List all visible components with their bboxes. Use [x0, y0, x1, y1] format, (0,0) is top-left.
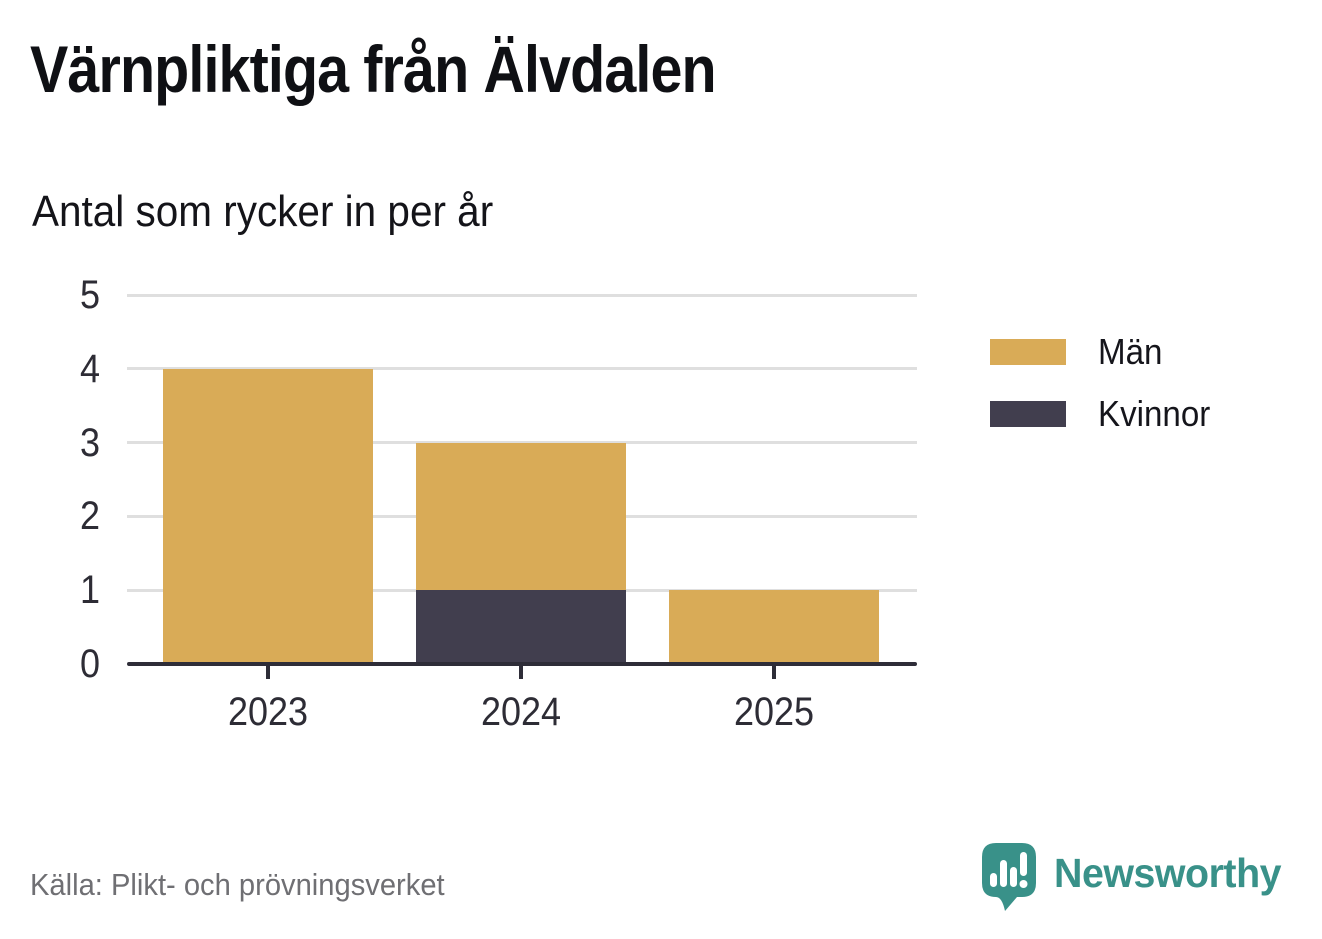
- x-axis-tick: [771, 666, 776, 679]
- newsworthy-wordmark: Newsworthy: [1054, 850, 1282, 896]
- bar-segment-2024-män: [415, 442, 626, 591]
- gridline-y5: [127, 293, 917, 297]
- source-note: Källa: Plikt- och prövningsverket: [30, 867, 445, 902]
- x-axis-tick: [266, 666, 270, 679]
- newsworthy-logo-icon: [982, 843, 1036, 911]
- y-axis-tick-label: 0: [79, 642, 100, 686]
- legend-item-kvinnor: Kvinnor: [990, 396, 1220, 432]
- legend-label: Kvinnor: [1098, 393, 1211, 434]
- legend-swatch-kvinnor: [990, 401, 1066, 427]
- legend-item-män: Män: [990, 334, 1220, 370]
- legend-swatch-män: [990, 339, 1066, 365]
- bar-segment-2023-män: [163, 368, 373, 664]
- bar-segment-2025-män: [668, 590, 879, 664]
- x-axis-tick-label: 2023: [227, 690, 309, 734]
- x-axis-tick: [518, 666, 523, 679]
- gridline-y4: [127, 367, 917, 371]
- legend-label: Män: [1098, 331, 1163, 372]
- x-axis-line: [127, 662, 917, 666]
- newsworthy-branding[interactable]: Newsworthy: [982, 843, 1312, 913]
- y-axis-tick-label: 4: [79, 346, 100, 391]
- y-axis-tick-label: 2: [79, 494, 100, 539]
- x-axis-tick-label: 2025: [733, 690, 814, 734]
- y-axis-tick-label: 5: [79, 273, 100, 317]
- y-axis-tick-label: 3: [79, 420, 100, 465]
- y-axis-tick-label: 1: [79, 568, 100, 613]
- bar-segment-2024-kvinnor: [415, 590, 626, 664]
- legend: Män Kvinnor: [990, 334, 1220, 432]
- x-axis-tick-label: 2024: [480, 690, 561, 734]
- chart-title: Värnpliktiga från Älvdalen: [30, 32, 717, 106]
- chart-subtitle: Antal som rycker in per år: [32, 187, 494, 236]
